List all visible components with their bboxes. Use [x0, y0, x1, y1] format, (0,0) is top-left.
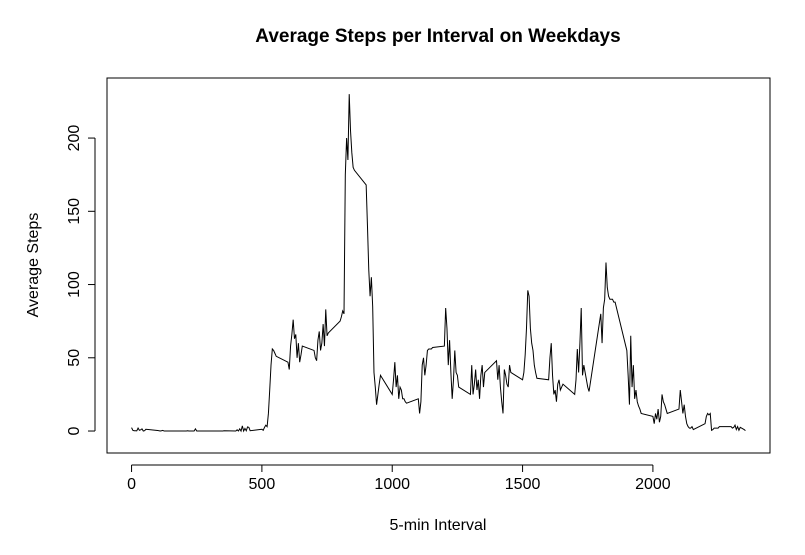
- y-tick-label: 50: [66, 349, 83, 367]
- x-tick-label: 2000: [635, 476, 671, 493]
- y-tick-label: 100: [66, 271, 83, 298]
- y-tick-label: 150: [66, 198, 83, 225]
- chart-title: Average Steps per Interval on Weekdays: [255, 26, 620, 47]
- y-axis-label: Average Steps: [25, 213, 42, 318]
- plot-box: [106, 77, 771, 454]
- x-tick-label: 1500: [505, 476, 541, 493]
- x-axis-label: 5-min Interval: [390, 517, 487, 534]
- y-tick-label: 0: [66, 426, 83, 435]
- data-line: [131, 94, 746, 433]
- x-tick-label: 0: [127, 476, 136, 493]
- x-tick-label: 500: [249, 476, 276, 493]
- x-tick-label: 1000: [374, 476, 410, 493]
- y-tick-label: 200: [66, 125, 83, 152]
